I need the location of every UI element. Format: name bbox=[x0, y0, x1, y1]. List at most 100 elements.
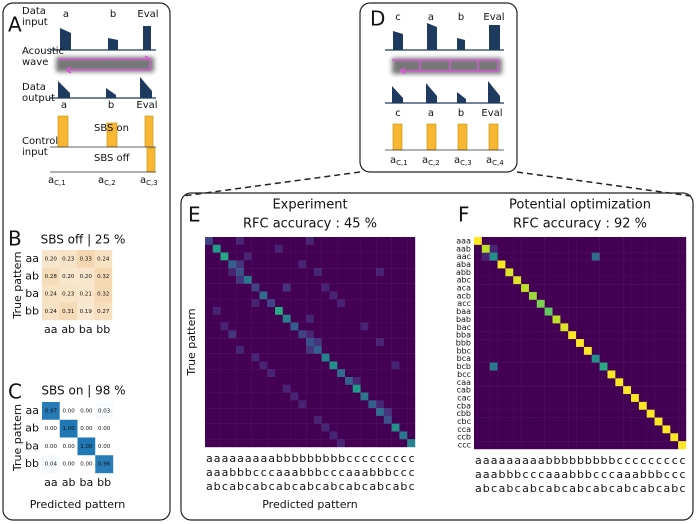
heatmap-cell bbox=[383, 345, 392, 354]
heatmap-cell bbox=[407, 275, 416, 284]
heatmap-cell bbox=[544, 307, 553, 316]
heatmap-cell bbox=[513, 323, 522, 332]
heatmap-cell bbox=[228, 322, 237, 331]
heatmap-cell bbox=[536, 291, 545, 301]
heatmap-cell bbox=[352, 353, 361, 362]
heatmap-cell bbox=[576, 441, 585, 450]
heatmap-cell bbox=[368, 423, 377, 432]
heatmap-cell bbox=[576, 417, 585, 426]
heatmap-cell bbox=[607, 323, 616, 332]
heatmap-cell bbox=[599, 370, 608, 379]
heatmap-cell bbox=[306, 423, 315, 432]
control-label: aC,3 bbox=[140, 175, 158, 187]
heatmap-cell bbox=[329, 431, 338, 440]
heatmap-cell bbox=[306, 345, 315, 354]
heatmap-cell bbox=[228, 237, 237, 245]
heatmap-cell bbox=[391, 237, 400, 245]
heatmap-cell bbox=[329, 408, 338, 417]
heatmap-cell bbox=[368, 400, 377, 409]
heatmap-cell bbox=[275, 338, 283, 347]
heatmap-cell bbox=[376, 345, 385, 354]
x-axis-label: Predicted pattern bbox=[262, 498, 358, 511]
heatmap-cell bbox=[583, 276, 592, 285]
heatmap-cell bbox=[670, 244, 679, 253]
heatmap-cell bbox=[360, 345, 369, 354]
heatmap-cell bbox=[528, 268, 538, 277]
x-tick-label: aaa bbox=[472, 454, 485, 496]
heatmap-cell bbox=[568, 284, 577, 293]
heatmap-cell bbox=[306, 369, 315, 378]
heatmap-cell bbox=[399, 439, 408, 448]
heatmap-cell bbox=[678, 394, 687, 403]
heatmap-cell bbox=[329, 299, 338, 308]
heatmap-cell bbox=[544, 291, 553, 301]
heatmap-cell bbox=[298, 384, 307, 393]
heatmap-cell bbox=[329, 322, 338, 331]
heatmap-cell bbox=[329, 400, 338, 409]
heatmap-cell bbox=[544, 433, 553, 442]
heatmap-cell bbox=[205, 299, 213, 308]
heatmap-cell bbox=[243, 353, 252, 362]
heatmap-cell bbox=[474, 315, 483, 324]
heatmap-cell bbox=[251, 392, 260, 401]
heatmap-cell bbox=[376, 377, 385, 385]
heatmap-cell bbox=[544, 331, 553, 340]
heatmap-cell bbox=[251, 415, 260, 424]
x-tick-label: bbc bbox=[312, 452, 325, 494]
heatmap-cell bbox=[360, 338, 369, 347]
heatmap-cell bbox=[568, 378, 577, 387]
heatmap-cell bbox=[243, 423, 252, 432]
heatmap-cell bbox=[236, 299, 245, 308]
cell-label: 0.00 bbox=[80, 426, 93, 432]
heatmap-cell bbox=[505, 370, 514, 379]
heatmap-cell bbox=[654, 409, 663, 418]
heatmap-cell bbox=[544, 244, 553, 253]
heatmap-cell bbox=[552, 252, 561, 261]
heatmap-cell bbox=[607, 260, 616, 269]
heatmap-cell bbox=[251, 338, 260, 347]
heatmap-cell bbox=[638, 362, 647, 371]
heatmap-cell bbox=[662, 244, 671, 253]
heatmap-cell bbox=[243, 384, 252, 393]
heatmap-cell bbox=[259, 338, 268, 347]
heatmap-cell bbox=[298, 353, 307, 362]
heatmap-cell bbox=[368, 377, 377, 385]
heatmap-cell bbox=[662, 307, 671, 316]
heatmap-cell bbox=[275, 275, 283, 284]
heatmap-cell bbox=[220, 345, 229, 354]
heatmap-cell bbox=[583, 284, 592, 293]
heatmap-cell bbox=[267, 283, 276, 292]
heatmap-cell bbox=[591, 276, 600, 285]
heatmap-cell bbox=[391, 252, 400, 261]
heatmap-cell bbox=[360, 377, 369, 385]
heatmap-cell bbox=[337, 431, 346, 440]
heatmap-cell bbox=[646, 237, 655, 246]
heatmap-cell bbox=[243, 299, 252, 308]
heatmap-cell bbox=[591, 417, 600, 426]
heatmap-cell bbox=[306, 431, 315, 440]
heatmap-cell bbox=[474, 260, 483, 269]
heatmap-cell bbox=[290, 299, 299, 308]
heatmap-cell bbox=[383, 431, 392, 440]
heatmap-cell bbox=[228, 408, 237, 417]
heatmap-cell bbox=[282, 268, 291, 277]
heatmap-cell bbox=[212, 392, 221, 401]
heatmap-cell bbox=[544, 284, 553, 293]
heatmap-cell bbox=[474, 331, 483, 340]
heatmap-cell bbox=[560, 276, 569, 285]
control-label: aC,2 bbox=[98, 175, 116, 187]
heatmap-cell bbox=[337, 260, 346, 269]
heatmap-cell bbox=[360, 252, 369, 261]
heatmap-cell bbox=[560, 346, 569, 355]
heatmap-cell bbox=[391, 392, 400, 401]
heatmap-cell bbox=[313, 439, 322, 448]
heatmap-cell bbox=[95, 419, 114, 438]
heatmap-cell bbox=[275, 299, 283, 308]
heatmap-cell bbox=[220, 275, 229, 284]
heatmap-cell bbox=[568, 323, 577, 332]
heatmap-cell bbox=[560, 252, 569, 261]
y-tick-label: ccc bbox=[458, 441, 471, 450]
heatmap-cell bbox=[345, 353, 353, 362]
heatmap-cell bbox=[212, 268, 221, 277]
heatmap-cell bbox=[474, 417, 483, 426]
